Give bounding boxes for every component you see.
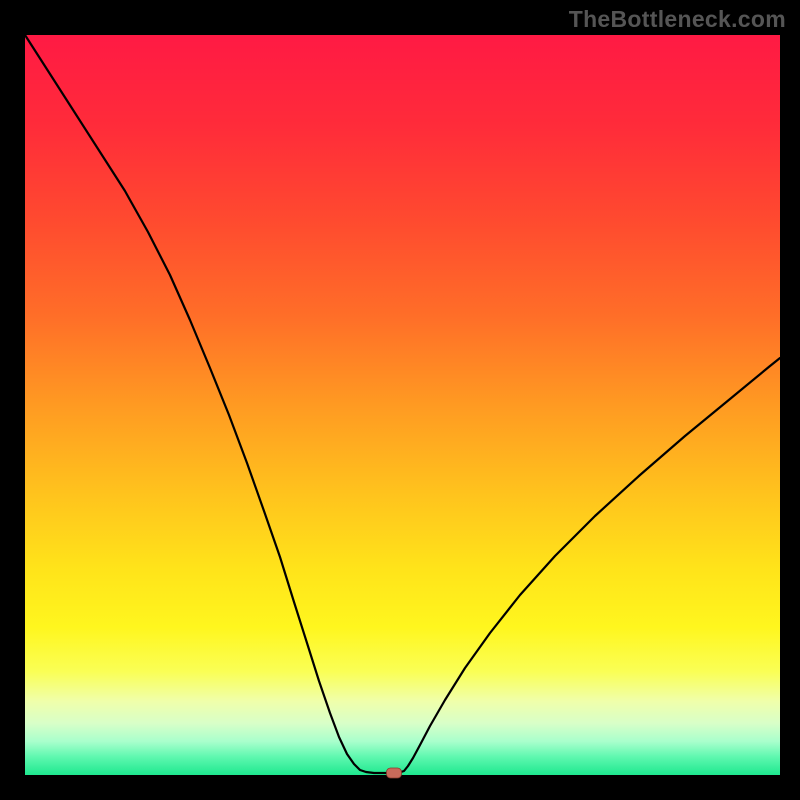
watermark-text: TheBottleneck.com xyxy=(569,6,786,33)
gradient-background xyxy=(25,35,780,775)
optimal-point-marker xyxy=(387,768,402,778)
chart-container: TheBottleneck.com xyxy=(0,0,800,800)
bottleneck-chart xyxy=(0,0,800,800)
